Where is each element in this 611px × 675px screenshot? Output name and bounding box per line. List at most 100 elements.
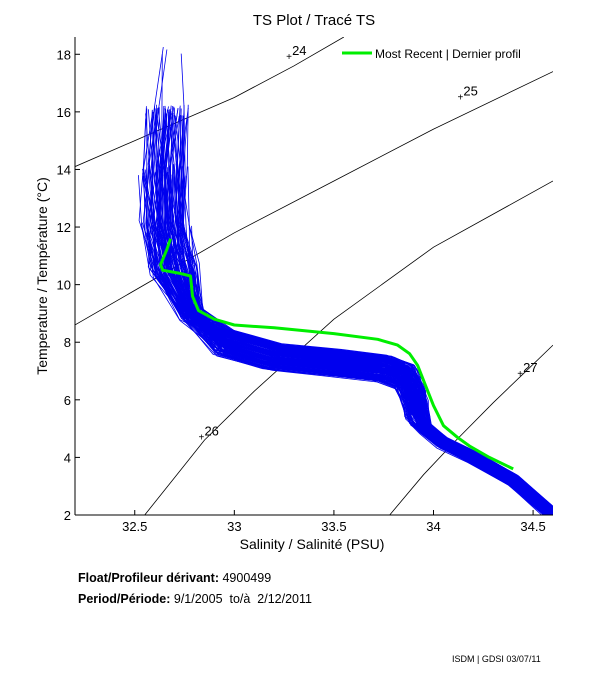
profile-line (161, 108, 553, 514)
profile-line (155, 108, 553, 515)
profile-line (170, 115, 553, 514)
period-label: Period/Période: (78, 592, 171, 606)
y-tick-label: 14 (57, 162, 71, 177)
profile-line (148, 109, 551, 514)
float-id-line: Float/Profileur dérivant: 4900499 (78, 571, 271, 585)
isopycnal-marker-27: + (517, 369, 523, 380)
profile-line (180, 114, 553, 514)
legend: Most Recent | Dernier profil (342, 47, 521, 61)
profile-line (159, 54, 550, 515)
profile-line (154, 114, 552, 514)
isopycnal-labels: +24+ 25+ 26+ 27 (199, 43, 538, 443)
x-tick-label: 33 (227, 519, 241, 534)
profile-line (162, 273, 549, 515)
profile-line (147, 110, 551, 514)
y-tick-label: 4 (64, 450, 71, 465)
y-tick-label: 18 (57, 47, 71, 62)
profile-line (182, 104, 553, 515)
profile-line (156, 104, 553, 514)
profile-line (182, 104, 553, 515)
isopycnal-lines (75, 37, 553, 515)
isopycnal-marker-26: + (199, 432, 205, 443)
profile-line (156, 107, 551, 515)
profile-line (178, 108, 553, 514)
profile-line (143, 106, 551, 515)
isopycnal-label-25: 25 (463, 83, 477, 98)
profile-line (151, 109, 550, 515)
profile-line (164, 112, 552, 514)
profile-line (176, 107, 551, 515)
x-tick-label: 34 (426, 519, 440, 534)
isopycnal-marker-24: + (286, 52, 292, 63)
profile-line (161, 223, 552, 515)
profile-line (142, 176, 549, 515)
isopycnal-label-27: 27 (523, 360, 537, 375)
profile-line (180, 53, 553, 515)
profile-line (164, 114, 553, 514)
profile-line (171, 118, 553, 515)
profile-line (146, 167, 548, 514)
profile-line (168, 108, 553, 514)
profile-line (162, 109, 553, 514)
isopycnal-label-24: 24 (292, 43, 306, 58)
profile-line (157, 105, 552, 514)
profile-line (180, 176, 553, 514)
y-tick-label: 6 (64, 393, 71, 408)
profile-line (181, 118, 553, 515)
profile-line (156, 113, 553, 515)
profile-line (169, 108, 553, 514)
profile-line (157, 107, 553, 514)
legend-label: Most Recent | Dernier profil (375, 47, 521, 61)
profile-line (171, 118, 553, 515)
profile-line (148, 109, 549, 515)
x-tick-label: 34.5 (520, 519, 545, 534)
profile-line (173, 107, 552, 515)
profile-line (163, 106, 553, 515)
x-tick-label: 32.5 (122, 519, 147, 534)
profile-line (162, 270, 549, 514)
profile-line (158, 110, 553, 515)
profile-line (165, 109, 553, 514)
profile-line (168, 115, 552, 515)
profile-line (156, 49, 552, 515)
isopycnal-label-26: 26 (204, 423, 218, 438)
profile-line (177, 117, 553, 515)
profile-line (158, 118, 551, 515)
x-axis-label: Salinity / Salinité (PSU) (240, 536, 385, 552)
float-label: Float/Profileur dérivant: (78, 571, 219, 585)
period-value: 9/1/2005 to/à 2/12/2011 (173, 592, 312, 606)
y-tick-label: 8 (64, 335, 71, 350)
profile-line (166, 269, 550, 515)
profile-line (152, 231, 550, 514)
profile-line (160, 108, 551, 515)
x-tick-label: 33.5 (321, 519, 346, 534)
profile-line (147, 47, 549, 515)
profile-line (150, 111, 551, 514)
profile-line (163, 105, 553, 515)
y-tick-label: 10 (57, 278, 71, 293)
profile-line (168, 111, 553, 514)
profile-line (170, 116, 553, 514)
historical-profiles (138, 47, 553, 515)
profile-line (164, 105, 553, 514)
profile-line (148, 107, 552, 514)
profile-line (182, 115, 553, 514)
isopycnal-line-25 (75, 71, 553, 326)
profile-line (176, 108, 553, 515)
profile-line (195, 318, 553, 515)
float-value: 4900499 (222, 571, 272, 585)
isopycnal-line-26 (144, 180, 553, 515)
profile-line (179, 115, 553, 515)
profile-line (176, 105, 553, 515)
profile-line (176, 116, 553, 514)
isopycnal-line-27 (389, 344, 553, 515)
profile-line (156, 273, 551, 515)
chart-title: TS Plot / Tracé TS (253, 12, 375, 29)
profile-line (181, 115, 553, 515)
profile-line (159, 274, 551, 514)
profile-line (158, 269, 551, 514)
isopycnal-marker-25: + (457, 92, 463, 103)
profile-line (174, 115, 553, 515)
